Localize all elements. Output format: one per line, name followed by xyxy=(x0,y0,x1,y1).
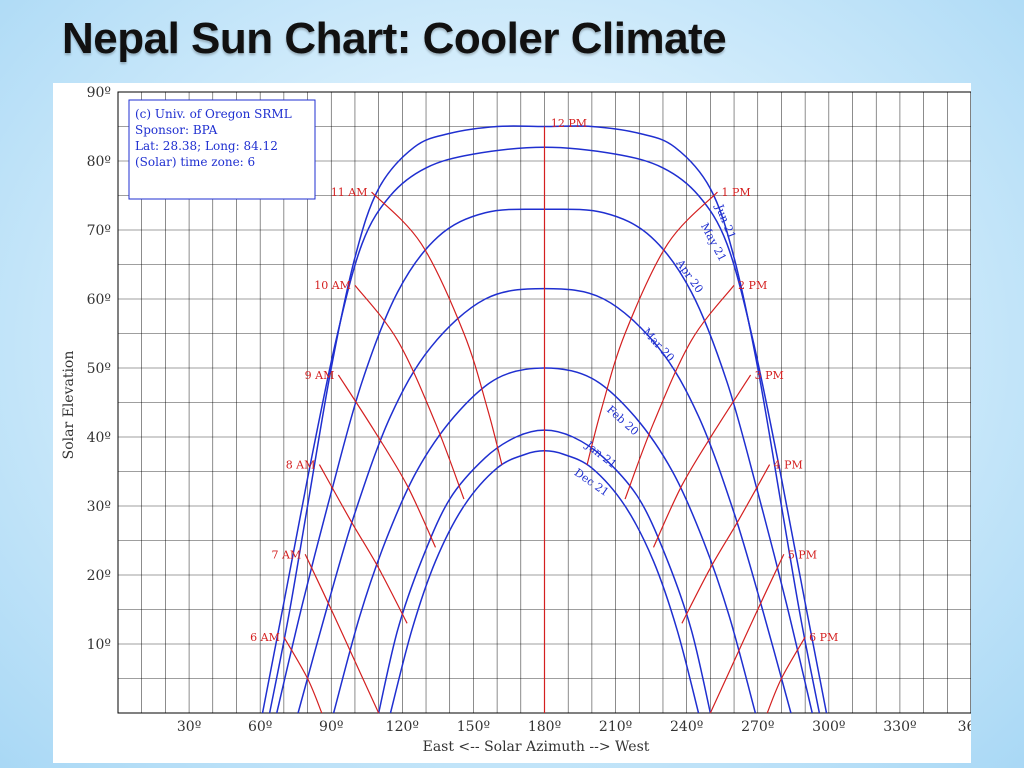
x-tick-label: 90º xyxy=(319,719,343,735)
hour-curve-10-am xyxy=(354,284,465,500)
hour-curve-5-pm xyxy=(709,554,785,714)
date-label-feb-20: Feb 20 xyxy=(604,403,641,438)
hour-label-10-am: 10 AM xyxy=(314,279,351,292)
hour-curve-9-am xyxy=(337,374,437,548)
hour-curve-1-pm xyxy=(586,191,718,465)
info-box-line: (Solar) time zone: 6 xyxy=(135,155,255,169)
info-box-line: (c) Univ. of Oregon SRML xyxy=(135,107,292,121)
x-tick-label: 180º xyxy=(528,719,561,735)
y-axis-label: Solar Elevation xyxy=(61,351,77,460)
hour-label-1-pm: 1 PM xyxy=(721,186,750,199)
x-tick-label: 300º xyxy=(812,719,845,735)
info-box-line: Sponsor: BPA xyxy=(135,123,218,137)
y-tick-label: 80º xyxy=(87,154,111,170)
x-axis-label: East <-- Solar Azimuth --> West xyxy=(423,739,650,755)
info-box-frame xyxy=(128,99,316,200)
y-tick-label: 50º xyxy=(87,361,111,377)
hour-curve-8-am xyxy=(318,464,408,624)
y-tick-label: 30º xyxy=(87,499,111,515)
hour-curve-6-am xyxy=(283,636,323,714)
hour-curve-3-pm xyxy=(652,374,752,548)
hour-curve-7-am xyxy=(304,554,380,714)
hour-label-9-am: 9 AM xyxy=(305,369,335,382)
hour-curve-2-pm xyxy=(624,284,735,500)
hour-label-7-am: 7 AM xyxy=(271,548,301,561)
y-tick-label: 10º xyxy=(87,637,111,653)
hour-label-3-pm: 3 PM xyxy=(755,369,784,382)
info-box-line: Lat: 28.38; Long: 84.12 xyxy=(135,139,278,153)
x-tick-label: 330º xyxy=(883,719,916,735)
hour-label-12-pm: 12 PM xyxy=(551,117,587,130)
slide-title: Nepal Sun Chart: Cooler Climate xyxy=(62,14,727,63)
hour-curve-6-pm xyxy=(766,636,806,714)
date-label-dec-21: Dec 21 xyxy=(572,466,611,499)
hour-label-6-pm: 6 PM xyxy=(809,631,838,644)
hour-label-6-am: 6 AM xyxy=(250,631,280,644)
hour-label-2-pm: 2 PM xyxy=(738,279,767,292)
hour-curve-11-am xyxy=(371,191,503,465)
tick-labels: 30º 60º 90º 120º 150º 180º 210º 240º 270º 300º 330… xyxy=(87,85,985,735)
y-tick-label: 20º xyxy=(87,568,111,584)
info-box: (c) Univ. of Oregon SRML Sponsor: BPA Lat:… xyxy=(128,99,316,200)
x-tick-label: 240º xyxy=(670,719,703,735)
hour-label-4-pm: 4 PM xyxy=(774,459,803,472)
date-label-jan-21: Jan 21 xyxy=(582,438,619,471)
y-tick-label: 70º xyxy=(87,223,111,239)
hour-label-8-am: 8 AM xyxy=(286,459,316,472)
x-tick-label: 270º xyxy=(741,719,774,735)
x-tick-label: 360 xyxy=(958,719,971,735)
y-tick-label: 40º xyxy=(87,430,111,446)
hour-curves xyxy=(283,126,806,714)
hour-label-11-am: 11 AM xyxy=(331,186,368,199)
x-tick-label: 120º xyxy=(386,719,419,735)
chart-panel: 30º 60º 90º 120º 150º 180º 210º 240º 270º 300º 330… xyxy=(53,83,985,763)
x-tick-label: 30º xyxy=(177,719,201,735)
x-tick-label: 150º xyxy=(457,719,490,735)
hour-curve-4-pm xyxy=(681,464,771,624)
sun-chart: 30º 60º 90º 120º 150º 180º 210º 240º 270º 300º 330… xyxy=(61,85,985,755)
x-tick-label: 60º xyxy=(248,719,272,735)
y-tick-label: 60º xyxy=(87,292,111,308)
y-tick-label: 90º xyxy=(87,85,111,101)
date-label-mar-20: Mar 20 xyxy=(640,326,677,365)
x-tick-label: 210º xyxy=(599,719,632,735)
hour-label-5-pm: 5 PM xyxy=(788,548,817,561)
